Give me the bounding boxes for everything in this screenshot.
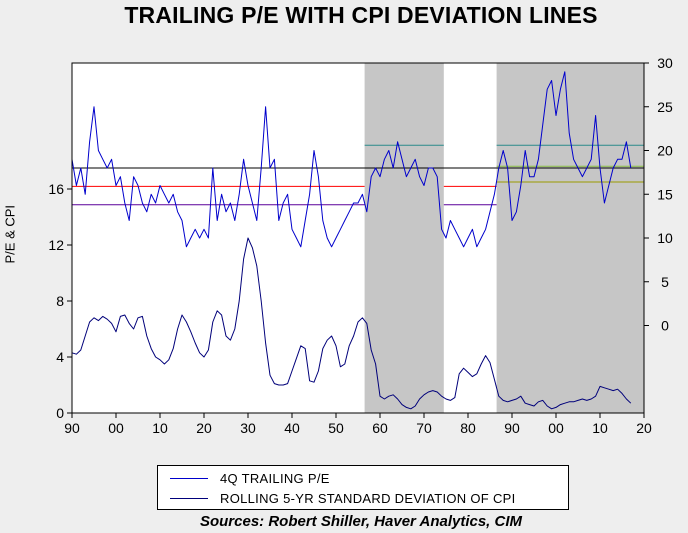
x-tick-label: 60 — [372, 420, 388, 436]
x-tick-label: 50 — [328, 420, 344, 436]
x-tick-label: 40 — [284, 420, 300, 436]
legend-item-pe: 4Q TRAILING P/E — [158, 471, 330, 486]
legend-label-pe: 4Q TRAILING P/E — [220, 471, 330, 486]
right-tick-label: 20 — [657, 143, 673, 159]
shaded-period-0 — [364, 63, 444, 413]
right-tick-label: 10 — [657, 230, 673, 246]
x-tick-label: 70 — [416, 420, 432, 436]
x-tick-label: 00 — [548, 420, 564, 436]
x-tick-label: 90 — [504, 420, 520, 436]
legend-label-cpi: ROLLING 5-YR STANDARD DEVIATION OF CPI — [220, 491, 516, 506]
right-tick-label: 30 — [657, 55, 673, 71]
legend-swatch-cpi — [170, 498, 208, 499]
right-tick-label: 5 — [661, 274, 669, 290]
x-tick-label: 10 — [592, 420, 608, 436]
x-tick-label: 20 — [196, 420, 212, 436]
legend-swatch-pe — [170, 478, 208, 479]
right-tick-label: 25 — [657, 99, 673, 115]
left-tick-label: 12 — [48, 237, 64, 253]
y-axis-label: P/E & CPI — [2, 204, 18, 264]
x-tick-label: 90 — [64, 420, 80, 436]
x-tick-label: 00 — [108, 420, 124, 436]
series-line-cpi-std-dev — [71, 237, 632, 410]
sources-note: Sources: Robert Shiller, Haver Analytics… — [199, 513, 523, 530]
left-tick-label: 8 — [56, 293, 64, 309]
left-tick-label: 4 — [56, 349, 64, 365]
x-tick-label: 80 — [460, 420, 476, 436]
right-tick-label: 0 — [661, 318, 669, 334]
left-tick-label: 16 — [48, 181, 64, 197]
series-line-trailing-pe — [71, 71, 632, 248]
chart-title: TRAILING P/E WITH CPI DEVIATION LINES — [124, 2, 598, 28]
x-tick-label: 10 — [152, 420, 168, 436]
x-tick-label: 30 — [240, 420, 256, 436]
shaded-period-1 — [496, 63, 644, 413]
left-tick-label: 0 — [56, 405, 64, 421]
legend: 4Q TRAILING P/E ROLLING 5-YR STANDARD DE… — [157, 465, 569, 510]
right-tick-label: 15 — [657, 186, 673, 202]
legend-item-cpi: ROLLING 5-YR STANDARD DEVIATION OF CPI — [158, 491, 516, 506]
x-tick-label: 20 — [636, 420, 652, 436]
